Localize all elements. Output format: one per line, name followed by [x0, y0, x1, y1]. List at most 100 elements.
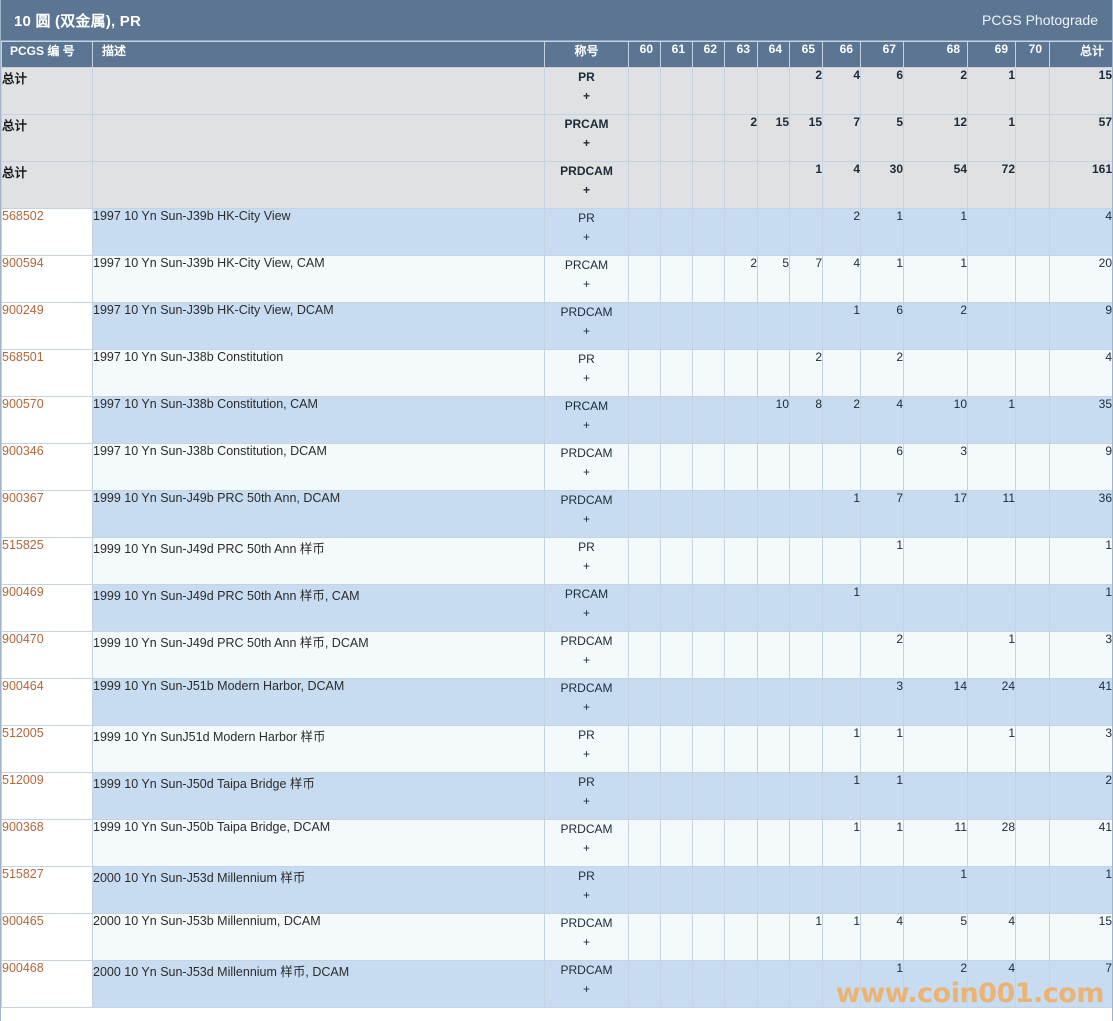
- column-header-grade-65[interactable]: 65: [789, 41, 823, 68]
- plus-icon[interactable]: +: [582, 418, 590, 432]
- plus-icon[interactable]: +: [582, 136, 590, 150]
- grade-cell-68[interactable]: 11: [903, 819, 968, 867]
- grade-cell-66[interactable]: 2: [822, 396, 861, 444]
- grade-cell-67[interactable]: 2: [860, 631, 904, 679]
- grade-cell-69[interactable]: 72: [967, 161, 1016, 209]
- photograde-label[interactable]: PCGS Photograde: [982, 12, 1098, 28]
- grade-cell-66[interactable]: 2: [822, 208, 861, 256]
- plus-icon[interactable]: +: [582, 324, 590, 338]
- pcgs-number-link[interactable]: 512009: [1, 772, 93, 820]
- grade-cell-66[interactable]: 1: [822, 819, 861, 867]
- plus-icon[interactable]: +: [582, 277, 590, 291]
- grade-cell-67[interactable]: 1: [860, 819, 904, 867]
- column-header-grade-68[interactable]: 68: [903, 41, 968, 68]
- pcgs-number-link[interactable]: 900346: [1, 443, 93, 491]
- grade-cell-68[interactable]: 10: [903, 396, 968, 444]
- grade-cell-69[interactable]: 1: [967, 631, 1016, 679]
- grade-cell-67[interactable]: 1: [860, 255, 904, 303]
- grade-cell-66[interactable]: 4: [822, 161, 861, 209]
- grade-cell-67[interactable]: 1: [860, 960, 904, 1008]
- grade-cell-66[interactable]: 1: [822, 490, 861, 538]
- grade-cell-66[interactable]: 1: [822, 584, 861, 632]
- grade-cell-63[interactable]: 2: [724, 114, 758, 162]
- column-header-grade-67[interactable]: 67: [860, 41, 904, 68]
- plus-icon[interactable]: +: [582, 700, 590, 714]
- grade-cell-68[interactable]: 2: [903, 67, 968, 115]
- plus-icon[interactable]: +: [582, 982, 590, 996]
- grade-cell-63[interactable]: 2: [724, 255, 758, 303]
- grade-cell-68[interactable]: 1: [903, 255, 968, 303]
- grade-cell-67[interactable]: 30: [860, 161, 904, 209]
- grade-cell-69[interactable]: 11: [967, 490, 1016, 538]
- pcgs-number-link[interactable]: 900468: [1, 960, 93, 1008]
- grade-cell-64[interactable]: 5: [757, 255, 790, 303]
- grade-cell-68[interactable]: 17: [903, 490, 968, 538]
- pcgs-number-link[interactable]: 900367: [1, 490, 93, 538]
- grade-cell-66[interactable]: 4: [822, 67, 861, 115]
- grade-cell-68[interactable]: 1: [903, 208, 968, 256]
- grade-cell-67[interactable]: 4: [860, 913, 904, 961]
- plus-icon[interactable]: +: [582, 559, 590, 573]
- grade-cell-67[interactable]: 1: [860, 725, 904, 773]
- grade-cell-67[interactable]: 3: [860, 678, 904, 726]
- grade-cell-65[interactable]: 7: [789, 255, 823, 303]
- grade-cell-69[interactable]: 4: [967, 960, 1016, 1008]
- grade-cell-69[interactable]: 1: [967, 396, 1016, 444]
- grade-cell-66[interactable]: 1: [822, 302, 861, 350]
- plus-icon[interactable]: +: [582, 794, 590, 808]
- column-header-grade-64[interactable]: 64: [757, 41, 790, 68]
- grade-cell-67[interactable]: 6: [860, 302, 904, 350]
- grade-cell-66[interactable]: 7: [822, 114, 861, 162]
- grade-cell-67[interactable]: 4: [860, 396, 904, 444]
- column-header-grade-66[interactable]: 66: [822, 41, 861, 68]
- plus-icon[interactable]: +: [582, 935, 590, 949]
- plus-icon[interactable]: +: [582, 465, 590, 479]
- column-header-description[interactable]: 描述: [92, 41, 545, 68]
- grade-cell-69[interactable]: 28: [967, 819, 1016, 867]
- column-header-designation[interactable]: 称号: [544, 41, 629, 68]
- grade-cell-69[interactable]: 4: [967, 913, 1016, 961]
- grade-cell-67[interactable]: 1: [860, 208, 904, 256]
- plus-icon[interactable]: +: [582, 653, 590, 667]
- grade-cell-64[interactable]: 15: [757, 114, 790, 162]
- grade-cell-67[interactable]: 5: [860, 114, 904, 162]
- column-header-total[interactable]: 总计: [1049, 41, 1112, 68]
- grade-cell-66[interactable]: 4: [822, 255, 861, 303]
- grade-cell-65[interactable]: 1: [789, 913, 823, 961]
- grade-cell-67[interactable]: 6: [860, 443, 904, 491]
- plus-icon[interactable]: +: [582, 747, 590, 761]
- pcgs-number-link[interactable]: 900464: [1, 678, 93, 726]
- pcgs-number-link[interactable]: 900469: [1, 584, 93, 632]
- column-header-grade-62[interactable]: 62: [692, 41, 725, 68]
- column-header-grade-63[interactable]: 63: [724, 41, 758, 68]
- pcgs-number-link[interactable]: 900594: [1, 255, 93, 303]
- grade-cell-69[interactable]: 1: [967, 67, 1016, 115]
- grade-cell-68[interactable]: 5: [903, 913, 968, 961]
- column-header-pcgs-number[interactable]: PCGS 编 号: [1, 41, 93, 68]
- grade-cell-65[interactable]: 2: [789, 67, 823, 115]
- grade-cell-65[interactable]: 1: [789, 161, 823, 209]
- plus-icon[interactable]: +: [582, 371, 590, 385]
- plus-icon[interactable]: +: [582, 89, 590, 103]
- grade-cell-69[interactable]: 1: [967, 725, 1016, 773]
- column-header-grade-70[interactable]: 70: [1015, 41, 1050, 68]
- pcgs-number-link[interactable]: 900249: [1, 302, 93, 350]
- plus-icon[interactable]: +: [582, 183, 590, 197]
- grade-cell-68[interactable]: 54: [903, 161, 968, 209]
- grade-cell-67[interactable]: 6: [860, 67, 904, 115]
- pcgs-number-link[interactable]: 900368: [1, 819, 93, 867]
- grade-cell-67[interactable]: 7: [860, 490, 904, 538]
- pcgs-number-link[interactable]: 515825: [1, 537, 93, 585]
- plus-icon[interactable]: +: [582, 606, 590, 620]
- grade-cell-68[interactable]: 2: [903, 960, 968, 1008]
- grade-cell-64[interactable]: 10: [757, 396, 790, 444]
- pcgs-number-link[interactable]: 512005: [1, 725, 93, 773]
- plus-icon[interactable]: +: [582, 888, 590, 902]
- grade-cell-68[interactable]: 2: [903, 302, 968, 350]
- grade-cell-65[interactable]: 15: [789, 114, 823, 162]
- grade-cell-69[interactable]: 1: [967, 114, 1016, 162]
- grade-cell-67[interactable]: 2: [860, 349, 904, 397]
- plus-icon[interactable]: +: [582, 230, 590, 244]
- grade-cell-68[interactable]: 1: [903, 866, 968, 914]
- column-header-grade-60[interactable]: 60: [628, 41, 661, 68]
